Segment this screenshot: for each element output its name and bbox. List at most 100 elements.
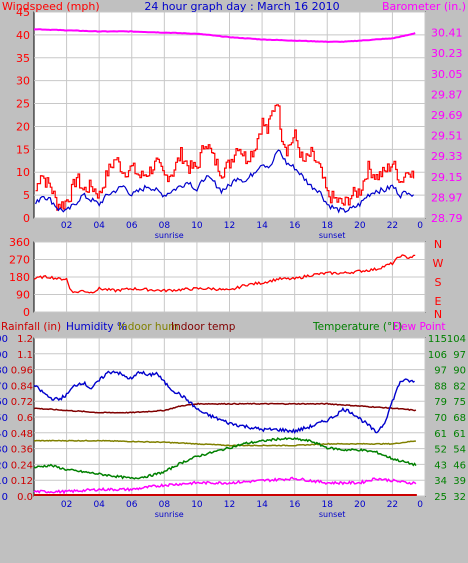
left-axis-title: Windspeed (mph) <box>2 0 100 13</box>
temp-tick-right: 46 <box>453 460 466 471</box>
x-tick: 10 <box>191 500 203 510</box>
series-humidity-line <box>33 370 415 435</box>
temp-tick-right: 97 <box>453 350 466 361</box>
rain-tick: 1.2 <box>17 334 33 345</box>
temp-tick-left: 61 <box>434 429 447 440</box>
rain-tick: 0.24 <box>11 460 33 471</box>
legend-left: Humidity % <box>66 321 127 333</box>
humidity-tick: 0 <box>2 492 8 503</box>
temp-tick-left: 97 <box>434 366 447 377</box>
y-left-tick: 20 <box>16 120 30 133</box>
y-right-tick: 29.69 <box>431 109 463 122</box>
compass-label: N <box>434 308 442 321</box>
temp-tick-left: 115 <box>428 334 447 345</box>
humidity-tick: 40 <box>0 429 8 440</box>
y-left-tick: 30 <box>16 75 30 88</box>
x-tick: 10 <box>191 221 203 231</box>
y-left-tick: 15 <box>16 143 30 156</box>
x-sub-label: sunrise <box>155 510 184 519</box>
rain-tick: 0.72 <box>11 397 33 408</box>
temp-tick-left: 70 <box>434 413 447 424</box>
x-tick: 08 <box>159 221 171 231</box>
series-indoor-temp-line <box>33 402 417 414</box>
temp-tick-left: 88 <box>434 381 447 392</box>
y-left-tick: 40 <box>16 29 30 42</box>
x-tick: 14 <box>256 500 268 510</box>
series-indoor-hum-line <box>33 439 416 447</box>
direction-tick: 180 <box>9 271 30 284</box>
x-tick: 12 <box>224 221 235 231</box>
right-axis-title: Barometer (in.) <box>382 0 466 13</box>
x-tick: 02 <box>61 500 72 510</box>
legend-right: Temperature (°F) <box>312 321 402 333</box>
legend-left: Indoor hum <box>118 321 178 333</box>
x-sub-label: sunset <box>319 231 346 240</box>
legend-left: Indoor temp <box>171 321 236 333</box>
x-tick: 0 <box>417 221 423 231</box>
rain-tick: 0.36 <box>11 445 33 456</box>
legend-left: Rainfall (in) <box>1 321 61 333</box>
temp-tick-right: 39 <box>453 476 466 487</box>
legend-right: Dew Point <box>393 321 446 333</box>
y-right-tick: 28.79 <box>431 212 463 225</box>
temp-tick-left: 106 <box>428 350 447 361</box>
y-left-tick: 25 <box>16 98 30 111</box>
humidity-tick: 90 <box>0 350 8 361</box>
x-tick: 20 <box>354 500 366 510</box>
rain-tick: 0.6 <box>17 413 33 424</box>
temp-tick-right: 104 <box>447 334 466 345</box>
temp-tick-left: 25 <box>434 492 447 503</box>
humidity-tick: 30 <box>0 445 8 456</box>
y-right-tick: 30.41 <box>431 27 463 40</box>
y-right-tick: 29.15 <box>431 171 463 184</box>
y-left-tick: 10 <box>16 166 30 179</box>
temp-tick-left: 43 <box>434 460 447 471</box>
series-dew-point-line <box>33 476 417 495</box>
direction-tick: 90 <box>16 289 30 302</box>
rain-tick: 1.1 <box>17 350 33 361</box>
temp-tick-left: 79 <box>434 397 447 408</box>
x-tick: 06 <box>126 221 138 231</box>
temp-tick-right: 54 <box>453 445 466 456</box>
x-tick: 14 <box>256 221 268 231</box>
series-wind-avg-line <box>35 149 415 214</box>
x-tick: 20 <box>354 221 366 231</box>
humidity-tick: 60 <box>0 397 8 408</box>
x-tick: 22 <box>387 500 398 510</box>
humidity-tick: 10 <box>0 476 8 487</box>
temp-tick-right: 32 <box>453 492 466 503</box>
temp-tick-left: 34 <box>434 476 447 487</box>
humidity-tick: 50 <box>0 413 8 424</box>
x-tick: 0 <box>417 500 423 510</box>
humidity-tick: 70 <box>0 381 8 392</box>
x-tick: 08 <box>159 500 171 510</box>
temp-tick-left: 52 <box>434 445 447 456</box>
rain-tick: 0.96 <box>11 366 33 377</box>
direction-tick: 0 <box>23 306 30 319</box>
y-left-tick: 45 <box>16 6 30 19</box>
temp-tick-right: 68 <box>453 413 466 424</box>
chart-title: 24 hour graph day : March 16 2010 <box>144 0 339 13</box>
humidity-tick: 100 <box>0 334 8 345</box>
y-right-tick: 29.87 <box>431 88 463 101</box>
humidity-tick: 80 <box>0 366 8 377</box>
compass-label: E <box>435 295 442 308</box>
y-right-tick: 30.23 <box>431 47 463 60</box>
temp-tick-right: 90 <box>453 366 466 377</box>
rain-tick: 0.0 <box>17 492 33 503</box>
x-tick: 04 <box>93 500 105 510</box>
y-left-tick: 0 <box>23 212 30 225</box>
series-windspeed-line <box>35 104 415 211</box>
compass-label: N <box>434 238 442 251</box>
y-right-tick: 29.51 <box>431 130 463 143</box>
series-barometer-line <box>34 28 416 43</box>
humidity-tick: 20 <box>0 460 8 471</box>
rain-tick: 0.48 <box>11 429 33 440</box>
y-right-tick: 28.97 <box>431 191 463 204</box>
x-sub-label: sunset <box>319 510 346 519</box>
temp-tick-right: 61 <box>453 429 466 440</box>
rain-tick: 0.12 <box>11 476 33 487</box>
temp-tick-right: 82 <box>453 381 466 392</box>
x-tick: 16 <box>289 221 301 231</box>
compass-label: W <box>433 257 444 270</box>
